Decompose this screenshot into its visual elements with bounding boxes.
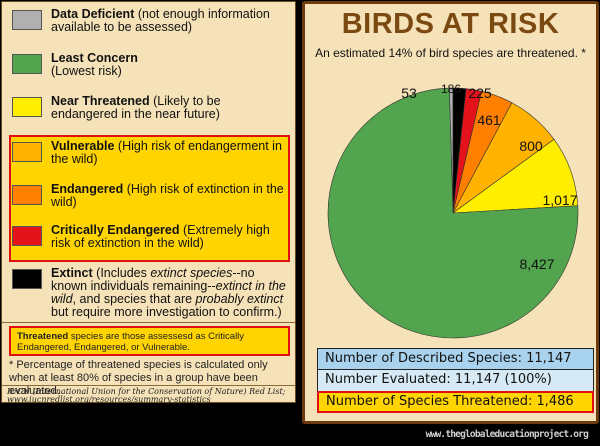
legend-desc: (Lowest risk) bbox=[51, 64, 122, 78]
legend-item-near-threatened: Near Threatened (Likely to be endangered… bbox=[12, 95, 287, 121]
legend-item-vulnerable: Vulnerable (High risk of endangerment in… bbox=[12, 140, 287, 166]
swatch-critically-endangered bbox=[12, 226, 42, 246]
threatened-definition-note: Threatened species are those assessesd a… bbox=[9, 326, 290, 356]
pie-label: 8,427 bbox=[519, 256, 554, 272]
legend-item-critically-endangered: Critically Endangered (Extremely high ri… bbox=[12, 224, 287, 250]
swatch-endangered bbox=[12, 185, 42, 205]
pie-chart: 53 186 225 461 800 1,017 8,427 bbox=[327, 82, 579, 339]
pie-label: 1,017 bbox=[542, 192, 577, 208]
legend-label: Least Concern bbox=[51, 51, 138, 65]
legend-desc: (Likely to be endangered in the near fut… bbox=[51, 94, 221, 121]
chart-subtitle: An estimated 14% of bird species are thr… bbox=[315, 46, 586, 60]
pie-label: 800 bbox=[519, 138, 543, 154]
legend-desc: (not enough information available to be … bbox=[51, 7, 270, 34]
site-credit: www.theglobaleducationproject.org bbox=[425, 429, 589, 440]
threatened-categories-box bbox=[9, 135, 290, 262]
legend-desc: (Extremely high risk of extinction in th… bbox=[51, 223, 270, 250]
swatch-vulnerable bbox=[12, 142, 42, 162]
stat-evaluated: Number Evaluated: 11,147 (100%) bbox=[317, 370, 594, 392]
legend-label: Data Deficient bbox=[51, 7, 135, 21]
stat-threatened: Number of Species Threatened: 1,486 bbox=[317, 391, 594, 413]
source-citation: IUCN (International Union for the Conser… bbox=[7, 387, 286, 404]
legend-label: Vulnerable bbox=[51, 139, 115, 153]
swatch-near-threatened bbox=[12, 97, 42, 117]
legend-item-data-deficient: Data Deficient (not enough information a… bbox=[12, 8, 287, 34]
swatch-extinct bbox=[12, 269, 42, 289]
legend-label: Endangered bbox=[51, 182, 124, 196]
pie-label: 461 bbox=[477, 112, 501, 128]
legend-item-least-concern: Least Concern (Lowest risk) bbox=[12, 52, 287, 78]
divider bbox=[2, 322, 295, 323]
pie-label: 53 bbox=[401, 85, 417, 101]
stat-described-species: Number of Described Species: 11,147 bbox=[317, 348, 594, 370]
pie-label: 186 bbox=[441, 82, 461, 96]
swatch-least-concern bbox=[12, 54, 42, 74]
legend-desc: (High risk of endangerment in the wild) bbox=[51, 139, 282, 166]
swatch-data-deficient bbox=[12, 10, 42, 30]
pie-slice-least-concern bbox=[327, 87, 579, 339]
legend-desc: (High risk of extinction in the wild) bbox=[51, 182, 284, 209]
legend-item-endangered: Endangered (High risk of extinction in t… bbox=[12, 183, 287, 209]
legend-label: Near Threatened bbox=[51, 94, 150, 108]
legend-label: Extinct bbox=[51, 266, 93, 280]
legend-panel: Data Deficient (not enough information a… bbox=[1, 1, 296, 404]
pie-label: 225 bbox=[468, 85, 492, 101]
divider bbox=[2, 385, 295, 386]
chart-panel: BIRDS AT RISK An estimated 14% of bird s… bbox=[302, 1, 599, 424]
footnote: * Percentage of threatened species is ca… bbox=[9, 359, 268, 397]
legend-label: Critically Endangered bbox=[51, 223, 180, 237]
legend-item-extinct: Extinct (Includes extinct species--no kn… bbox=[12, 267, 287, 319]
chart-title: BIRDS AT RISK bbox=[341, 8, 560, 40]
